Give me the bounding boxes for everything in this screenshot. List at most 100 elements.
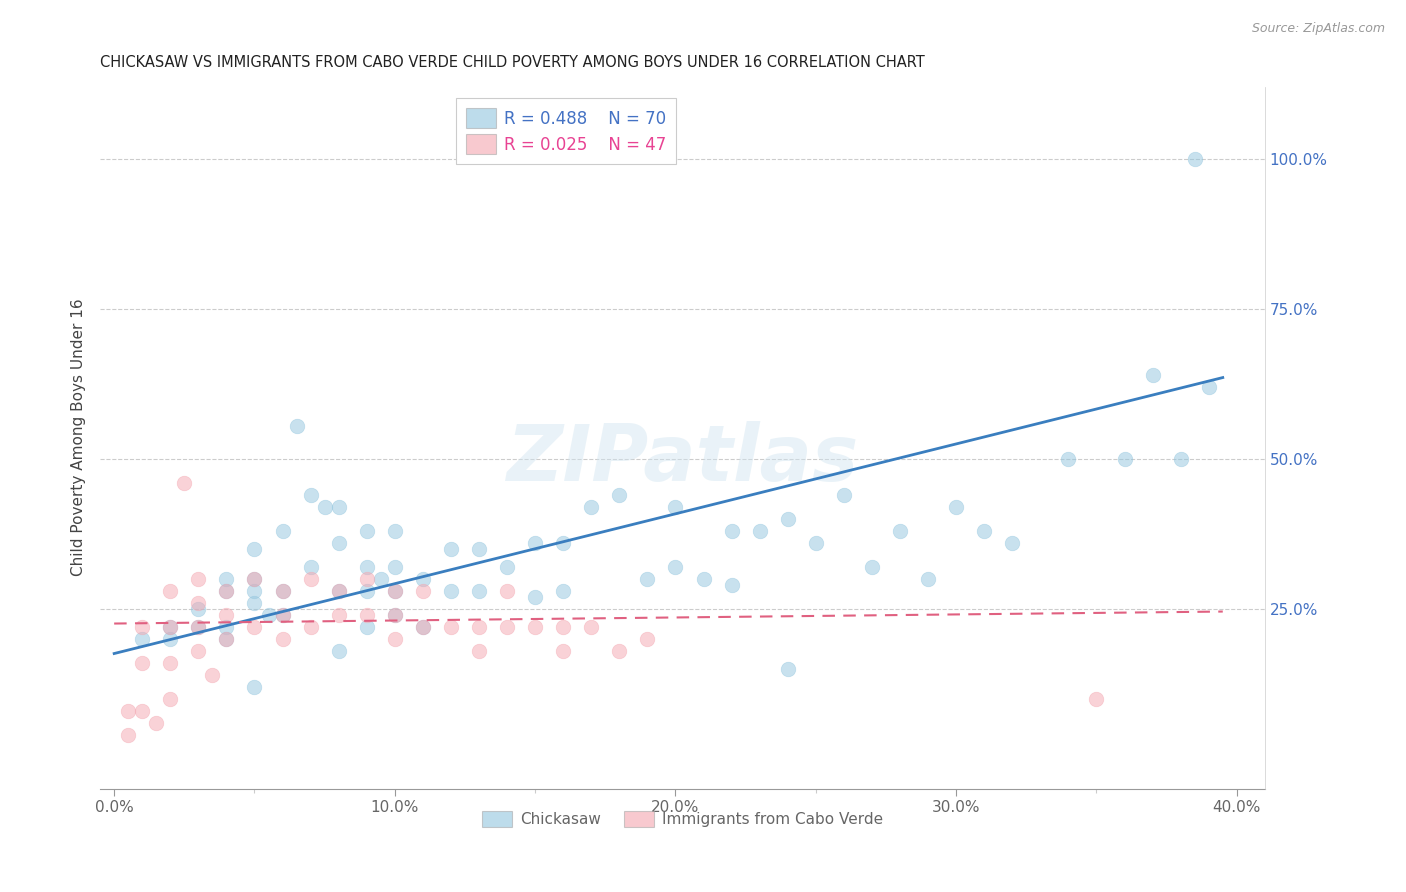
Point xyxy=(1170,451,1192,466)
Point xyxy=(496,619,519,633)
Point xyxy=(243,619,266,633)
Point xyxy=(384,607,406,622)
Point xyxy=(328,607,350,622)
Point xyxy=(776,661,799,675)
Point xyxy=(356,607,378,622)
Point xyxy=(384,607,406,622)
Y-axis label: Child Poverty Among Boys Under 16: Child Poverty Among Boys Under 16 xyxy=(72,299,86,576)
Point xyxy=(524,535,547,549)
Point xyxy=(243,680,266,694)
Point xyxy=(159,583,181,598)
Point xyxy=(243,572,266,586)
Point xyxy=(328,583,350,598)
Point xyxy=(860,559,883,574)
Point xyxy=(131,656,153,670)
Point xyxy=(215,572,238,586)
Point xyxy=(131,704,153,718)
Point xyxy=(889,524,911,538)
Point xyxy=(720,524,742,538)
Point xyxy=(314,500,336,514)
Point xyxy=(299,487,322,501)
Point xyxy=(159,619,181,633)
Point xyxy=(271,583,294,598)
Point xyxy=(173,475,195,490)
Point xyxy=(412,572,434,586)
Point xyxy=(215,619,238,633)
Point xyxy=(468,643,491,657)
Point xyxy=(384,524,406,538)
Point xyxy=(720,577,742,591)
Point xyxy=(412,619,434,633)
Point xyxy=(384,583,406,598)
Point xyxy=(271,524,294,538)
Point xyxy=(973,524,995,538)
Point xyxy=(553,643,575,657)
Point xyxy=(243,541,266,556)
Point xyxy=(271,632,294,646)
Point xyxy=(187,619,209,633)
Point xyxy=(356,619,378,633)
Point xyxy=(384,583,406,598)
Point xyxy=(636,572,658,586)
Point xyxy=(356,524,378,538)
Point xyxy=(776,511,799,525)
Point xyxy=(215,632,238,646)
Point xyxy=(215,607,238,622)
Point xyxy=(187,643,209,657)
Point xyxy=(187,601,209,615)
Point xyxy=(159,632,181,646)
Point xyxy=(412,619,434,633)
Text: Source: ZipAtlas.com: Source: ZipAtlas.com xyxy=(1251,22,1385,36)
Point xyxy=(285,418,308,433)
Point xyxy=(664,559,686,574)
Point xyxy=(131,619,153,633)
Point xyxy=(356,583,378,598)
Point xyxy=(1001,535,1024,549)
Point xyxy=(496,559,519,574)
Point xyxy=(356,559,378,574)
Point xyxy=(468,583,491,598)
Point xyxy=(692,572,714,586)
Point xyxy=(117,704,139,718)
Point xyxy=(945,500,967,514)
Point xyxy=(609,487,631,501)
Point xyxy=(468,541,491,556)
Point xyxy=(243,595,266,609)
Point xyxy=(1142,368,1164,382)
Point xyxy=(917,572,939,586)
Point xyxy=(581,500,603,514)
Point xyxy=(271,583,294,598)
Point xyxy=(356,572,378,586)
Point xyxy=(553,535,575,549)
Point xyxy=(299,619,322,633)
Point xyxy=(468,619,491,633)
Point xyxy=(832,487,855,501)
Text: ZIPatlas: ZIPatlas xyxy=(506,421,859,497)
Point xyxy=(440,619,463,633)
Point xyxy=(117,727,139,741)
Point xyxy=(328,583,350,598)
Point xyxy=(328,643,350,657)
Point xyxy=(271,607,294,622)
Text: CHICKASAW VS IMMIGRANTS FROM CABO VERDE CHILD POVERTY AMONG BOYS UNDER 16 CORREL: CHICKASAW VS IMMIGRANTS FROM CABO VERDE … xyxy=(100,55,925,70)
Point xyxy=(664,500,686,514)
Point xyxy=(299,572,322,586)
Point xyxy=(748,524,770,538)
Point xyxy=(299,559,322,574)
Point xyxy=(370,572,392,586)
Point xyxy=(159,656,181,670)
Point xyxy=(1057,451,1080,466)
Point xyxy=(440,541,463,556)
Point xyxy=(1085,691,1108,706)
Point xyxy=(384,632,406,646)
Point xyxy=(187,619,209,633)
Point xyxy=(328,500,350,514)
Point xyxy=(145,715,167,730)
Point xyxy=(496,583,519,598)
Point xyxy=(553,619,575,633)
Point xyxy=(215,632,238,646)
Point xyxy=(215,583,238,598)
Point xyxy=(187,572,209,586)
Point xyxy=(271,607,294,622)
Point xyxy=(215,583,238,598)
